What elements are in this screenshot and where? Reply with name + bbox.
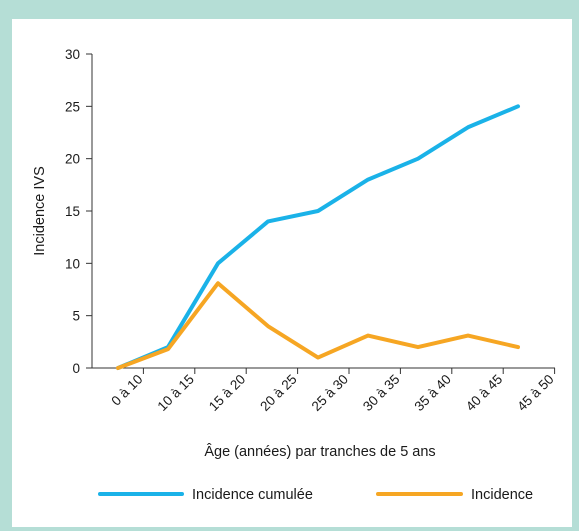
y-tick-label: 20 (65, 152, 80, 167)
series-line-incidence-cumulee (118, 106, 518, 368)
x-ticks: 0 à 10 10 à 15 15 à 20 20 à 25 25 à 30 30 à 3… (108, 368, 556, 414)
x-tick-label: 20 à 25 (257, 372, 299, 414)
y-axis-title: Incidence IVS (32, 166, 48, 255)
y-ticks: 0 5 10 15 20 25 30 (65, 47, 92, 376)
y-tick-label: 25 (65, 99, 80, 114)
legend: Incidence cumulée Incidence (100, 487, 533, 503)
y-tick-label: 5 (72, 309, 80, 324)
x-tick-label: 45 à 50 (514, 372, 556, 414)
legend-label: Incidence (471, 487, 533, 503)
x-axis-title: Âge (années) par tranches de 5 ans (204, 443, 435, 460)
x-tick-label: 30 à 35 (360, 372, 402, 414)
axes (92, 54, 555, 368)
y-tick-label: 10 (65, 256, 80, 271)
series-line-incidence (118, 283, 518, 368)
y-tick-label: 30 (65, 47, 80, 62)
x-tick-label: 0 à 10 (108, 372, 145, 409)
series-lines (118, 106, 518, 368)
x-tick-label: 40 à 45 (463, 372, 505, 414)
x-tick-label: 15 à 20 (206, 372, 248, 414)
x-tick-label: 10 à 15 (154, 372, 196, 414)
y-tick-label: 0 (72, 361, 80, 376)
x-tick-label: 25 à 30 (309, 372, 351, 414)
legend-label: Incidence cumulée (192, 487, 313, 503)
x-tick-label: 35 à 40 (411, 372, 453, 414)
y-tick-label: 15 (65, 204, 80, 219)
